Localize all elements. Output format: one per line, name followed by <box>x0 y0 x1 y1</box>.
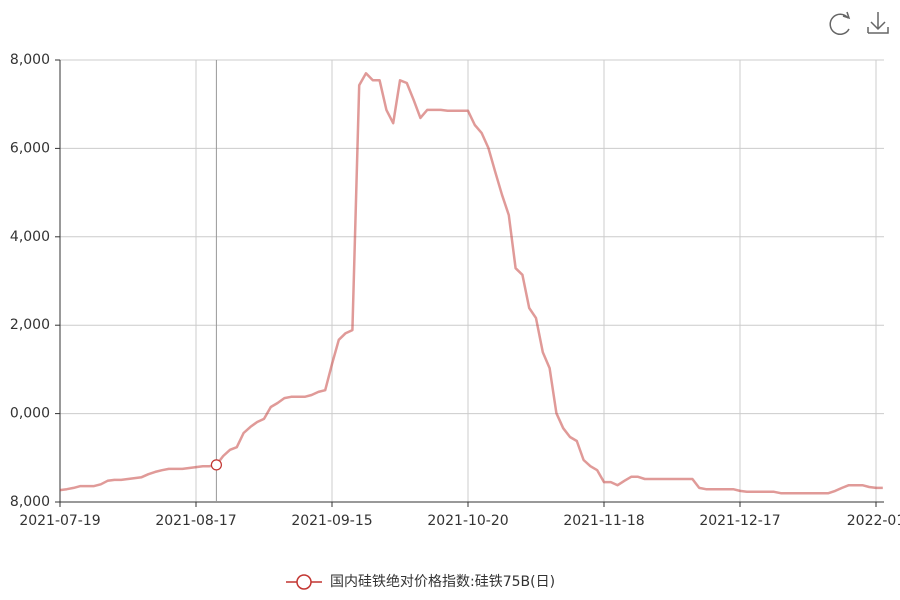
y-tick-label: 0,000 <box>10 406 50 422</box>
download-icon[interactable] <box>867 12 889 34</box>
y-tick-label: 8,000 <box>10 52 50 68</box>
x-tick-label: 2021-09-15 <box>291 513 372 529</box>
x-tick-label: 2021-10-20 <box>427 513 508 529</box>
y-tick-label: 2,000 <box>10 317 50 333</box>
y-tick-label: 8,000 <box>10 494 50 510</box>
data-line <box>59 72 883 495</box>
x-tick-label: 2021-07-19 <box>19 513 100 529</box>
y-tick-label: 6,000 <box>10 140 50 156</box>
legend-label: 国内硅铁绝对价格指数:硅铁75B(日) <box>330 574 555 590</box>
x-tick-label: 2022-01 <box>847 513 900 529</box>
refresh-icon[interactable] <box>829 11 851 35</box>
x-tick-label: 2021-08-17 <box>155 513 236 529</box>
legend-marker <box>296 574 312 590</box>
x-tick-label: 2021-11-18 <box>563 513 644 529</box>
toolbox[interactable] <box>829 11 889 35</box>
y-tick-label: 4,000 <box>10 229 50 245</box>
hover-point <box>210 459 222 471</box>
x-tick-label: 2021-12-17 <box>699 513 780 529</box>
